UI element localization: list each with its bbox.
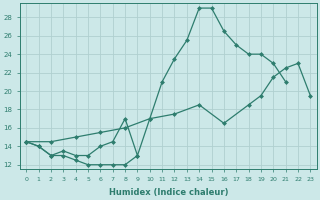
X-axis label: Humidex (Indice chaleur): Humidex (Indice chaleur) [108,188,228,197]
